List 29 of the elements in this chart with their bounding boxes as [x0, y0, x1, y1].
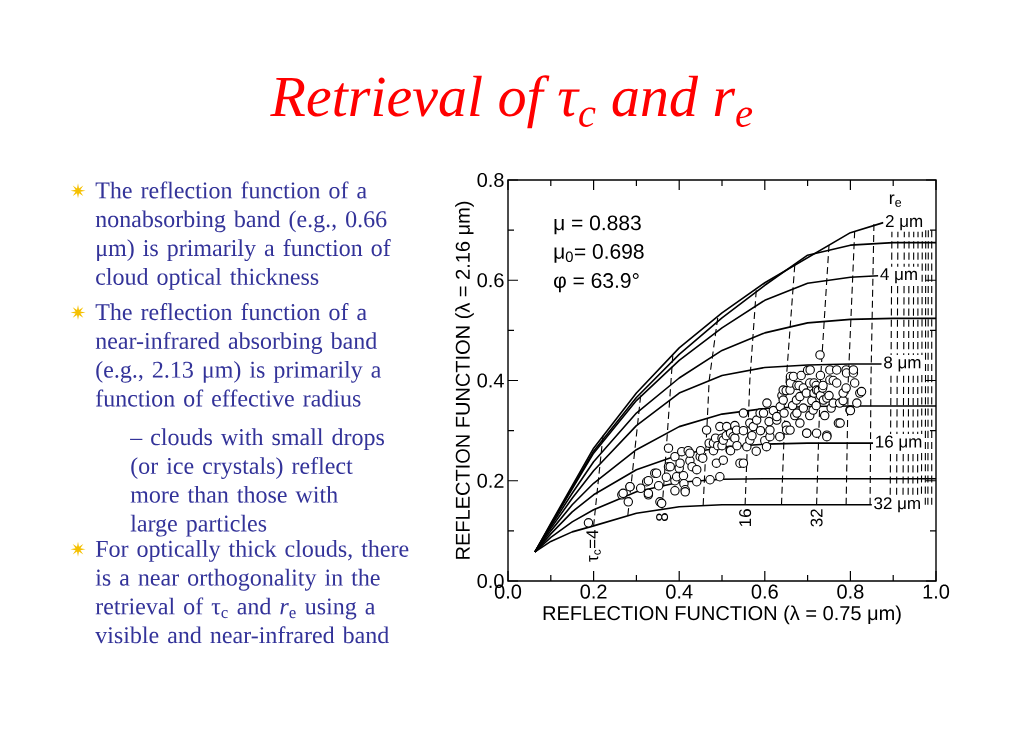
series-label: 8 μm [884, 356, 921, 372]
text: 16 [739, 509, 752, 526]
text: τ$_{c}$=4 [586, 529, 601, 562]
legend-title: r$_{e}$ [889, 194, 902, 207]
legend-label: 4 μm [880, 268, 917, 284]
annotation: φ = 63.9° [554, 273, 639, 293]
text: 32 [810, 509, 823, 527]
y-tick-label: 0.6 [477, 273, 504, 288]
x-axis-title: REFLECTION FUNCTION (λ = 0.75 μm) [543, 605, 901, 625]
y-tick-label: 0.4 [477, 373, 504, 388]
x-tick-label: 0.8 [837, 584, 864, 599]
text: The reflection function of a near-infrared absorbing band (e.g., 2.13 μm) is primarily a function of effective radius [95, 303, 382, 407]
text: – clouds with small drops (or ice crystals) reflect more than those with large particles [130, 428, 384, 537]
y-tick-label: 0.8 [477, 172, 504, 188]
text: For optically thick clouds, there is a near orthogonality in the retrieval of τ$_{c}$ and r$_{e}$ using a visible and near-infrared band [95, 540, 409, 644]
y-axis-title: REFLECTION FUNCTION (λ = 2.16 μm) [455, 201, 474, 559]
y-tick-label: 0.2 [477, 473, 504, 488]
series-label: 32 μm [874, 497, 920, 513]
legend-label: 2 μm [885, 215, 923, 231]
chart-title: Retrieval of τ$_{c}$ and r$_{e}$ [270, 75, 753, 129]
text: The reflection function of a nonabsorbing band (e.g., 0.66 μm) is primarily a function of cloud optical thickness [95, 181, 391, 290]
series-label: 16 μm [876, 435, 922, 451]
x-tick-label: 1.0 [923, 584, 950, 599]
text: 8 [656, 513, 669, 522]
x-tick-label: 0.6 [751, 584, 778, 599]
x-tick-label: 0.4 [666, 584, 693, 599]
annotation: μ = 0.883 [554, 215, 641, 235]
x-tick-label: 0.2 [580, 584, 607, 599]
annotation: μ$_{0}$= 0.698 [554, 244, 644, 263]
